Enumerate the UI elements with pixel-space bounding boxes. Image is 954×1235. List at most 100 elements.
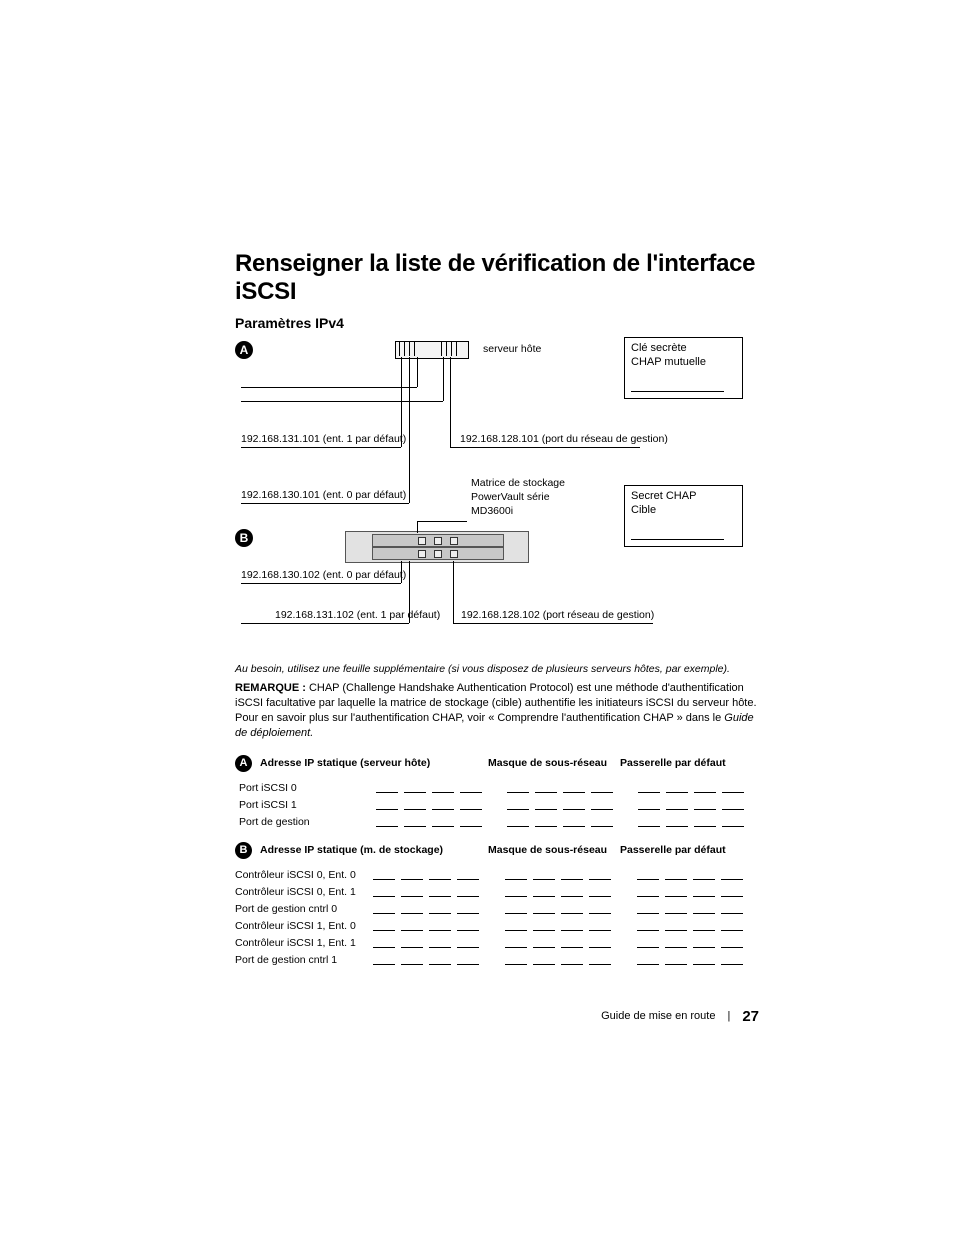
blank-field [376,782,398,793]
blank-field [721,937,743,948]
col-gateway-b: Passerelle par défaut [620,844,726,856]
doc-name: Guide de mise en route [601,1010,715,1022]
blank-field [694,782,716,793]
blank-field [457,886,479,897]
blank-field [533,954,555,965]
blank-field [373,869,395,880]
blank-field [429,903,451,914]
blank-field [693,920,715,931]
blank-field [665,903,687,914]
blank-field [589,937,611,948]
storage-array [345,531,529,563]
blank-field [457,903,479,914]
storage-label-3: MD3600i [471,505,513,518]
blank-field [561,954,583,965]
blank-field [429,954,451,965]
blank-field [561,869,583,880]
blank-field [429,937,451,948]
blank-field [589,886,611,897]
table-row: Contrôleur iSCSI 0, Ent. 0 [235,869,755,881]
chap-mutual-line-2: CHAP mutuelle [631,356,706,368]
blank-field [373,937,395,948]
section-subtitle: Paramètres IPv4 [235,315,759,331]
blank-field [401,869,423,880]
blank-field [505,937,527,948]
chap-mutual-box: Clé secrète CHAP mutuelle [624,337,743,399]
blank-field [665,886,687,897]
blank-field [694,799,716,810]
blank-field [404,782,426,793]
blank-field [533,886,555,897]
table-a-marker: A [235,755,252,772]
table-row: Contrôleur iSCSI 1, Ent. 0 [235,920,755,932]
blank-field [561,937,583,948]
supplementary-note: Au besoin, utilisez une feuille suppléme… [235,663,759,675]
blank-field [589,920,611,931]
chap-target-box: Secret CHAP Cible [624,485,743,547]
blank-field [722,816,744,827]
row-label: Port iSCSI 1 [235,799,376,811]
table-row: Contrôleur iSCSI 1, Ent. 1 [235,937,755,949]
blank-field [432,799,454,810]
blank-field [561,920,583,931]
page-footer: Guide de mise en route | 27 [235,1008,759,1025]
blank-field [563,782,585,793]
iscsi-diagram: A serveur hôte Clé secrète CHAP mutuelle… [235,337,755,657]
blank-field [665,869,687,880]
chap-mutual-line-1: Clé secrète [631,342,687,354]
blank-field [505,954,527,965]
blank-field [373,903,395,914]
table-b-heading: Adresse IP statique (m. de stockage) [260,844,488,856]
storage-label-2: PowerVault série [471,491,550,504]
blank-field [373,954,395,965]
remark-label: REMARQUE : [235,682,306,694]
blank-field [460,782,482,793]
blank-field [457,869,479,880]
blank-field [376,799,398,810]
blank-field [638,816,660,827]
table-b: B Adresse IP statique (m. de stockage) M… [235,842,755,966]
blank-field [563,816,585,827]
blank-field [694,816,716,827]
blank-field [535,782,557,793]
blank-field [665,920,687,931]
row-label: Port iSCSI 0 [235,782,376,794]
chap-target-line-1: Secret CHAP [631,490,696,502]
blank-field [533,903,555,914]
blank-field [589,954,611,965]
page-title: Renseigner la liste de vérification de l… [235,250,759,305]
blank-field [693,937,715,948]
row-label: Contrôleur iSCSI 0, Ent. 1 [235,886,373,898]
blank-field [693,869,715,880]
blank-field [666,799,688,810]
chap-target-line-2: Cible [631,504,656,516]
blank-field [404,816,426,827]
blank-field [591,816,613,827]
blank-field [373,920,395,931]
blank-field [561,886,583,897]
ip-a-ent0: 192.168.130.101 (ent. 0 par défaut) [241,489,406,502]
storage-label-1: Matrice de stockage [471,477,565,490]
blank-field [404,799,426,810]
col-subnet-b: Masque de sous-réseau [488,844,620,856]
blank-field [401,920,423,931]
blank-field [535,799,557,810]
blank-field [722,799,744,810]
blank-field [666,782,688,793]
blank-field [721,869,743,880]
blank-field [693,903,715,914]
blank-field [505,869,527,880]
table-row: Port de gestion cntrl 0 [235,903,755,915]
blank-field [507,782,529,793]
blank-field [665,937,687,948]
blank-field [638,799,660,810]
table-b-marker: B [235,842,252,859]
blank-field [507,816,529,827]
blank-field [401,886,423,897]
blank-field [637,869,659,880]
blank-field [561,903,583,914]
remark-body: CHAP (Challenge Handshake Authentication… [235,682,757,724]
blank-field [457,937,479,948]
blank-field [457,920,479,931]
blank-field [637,954,659,965]
